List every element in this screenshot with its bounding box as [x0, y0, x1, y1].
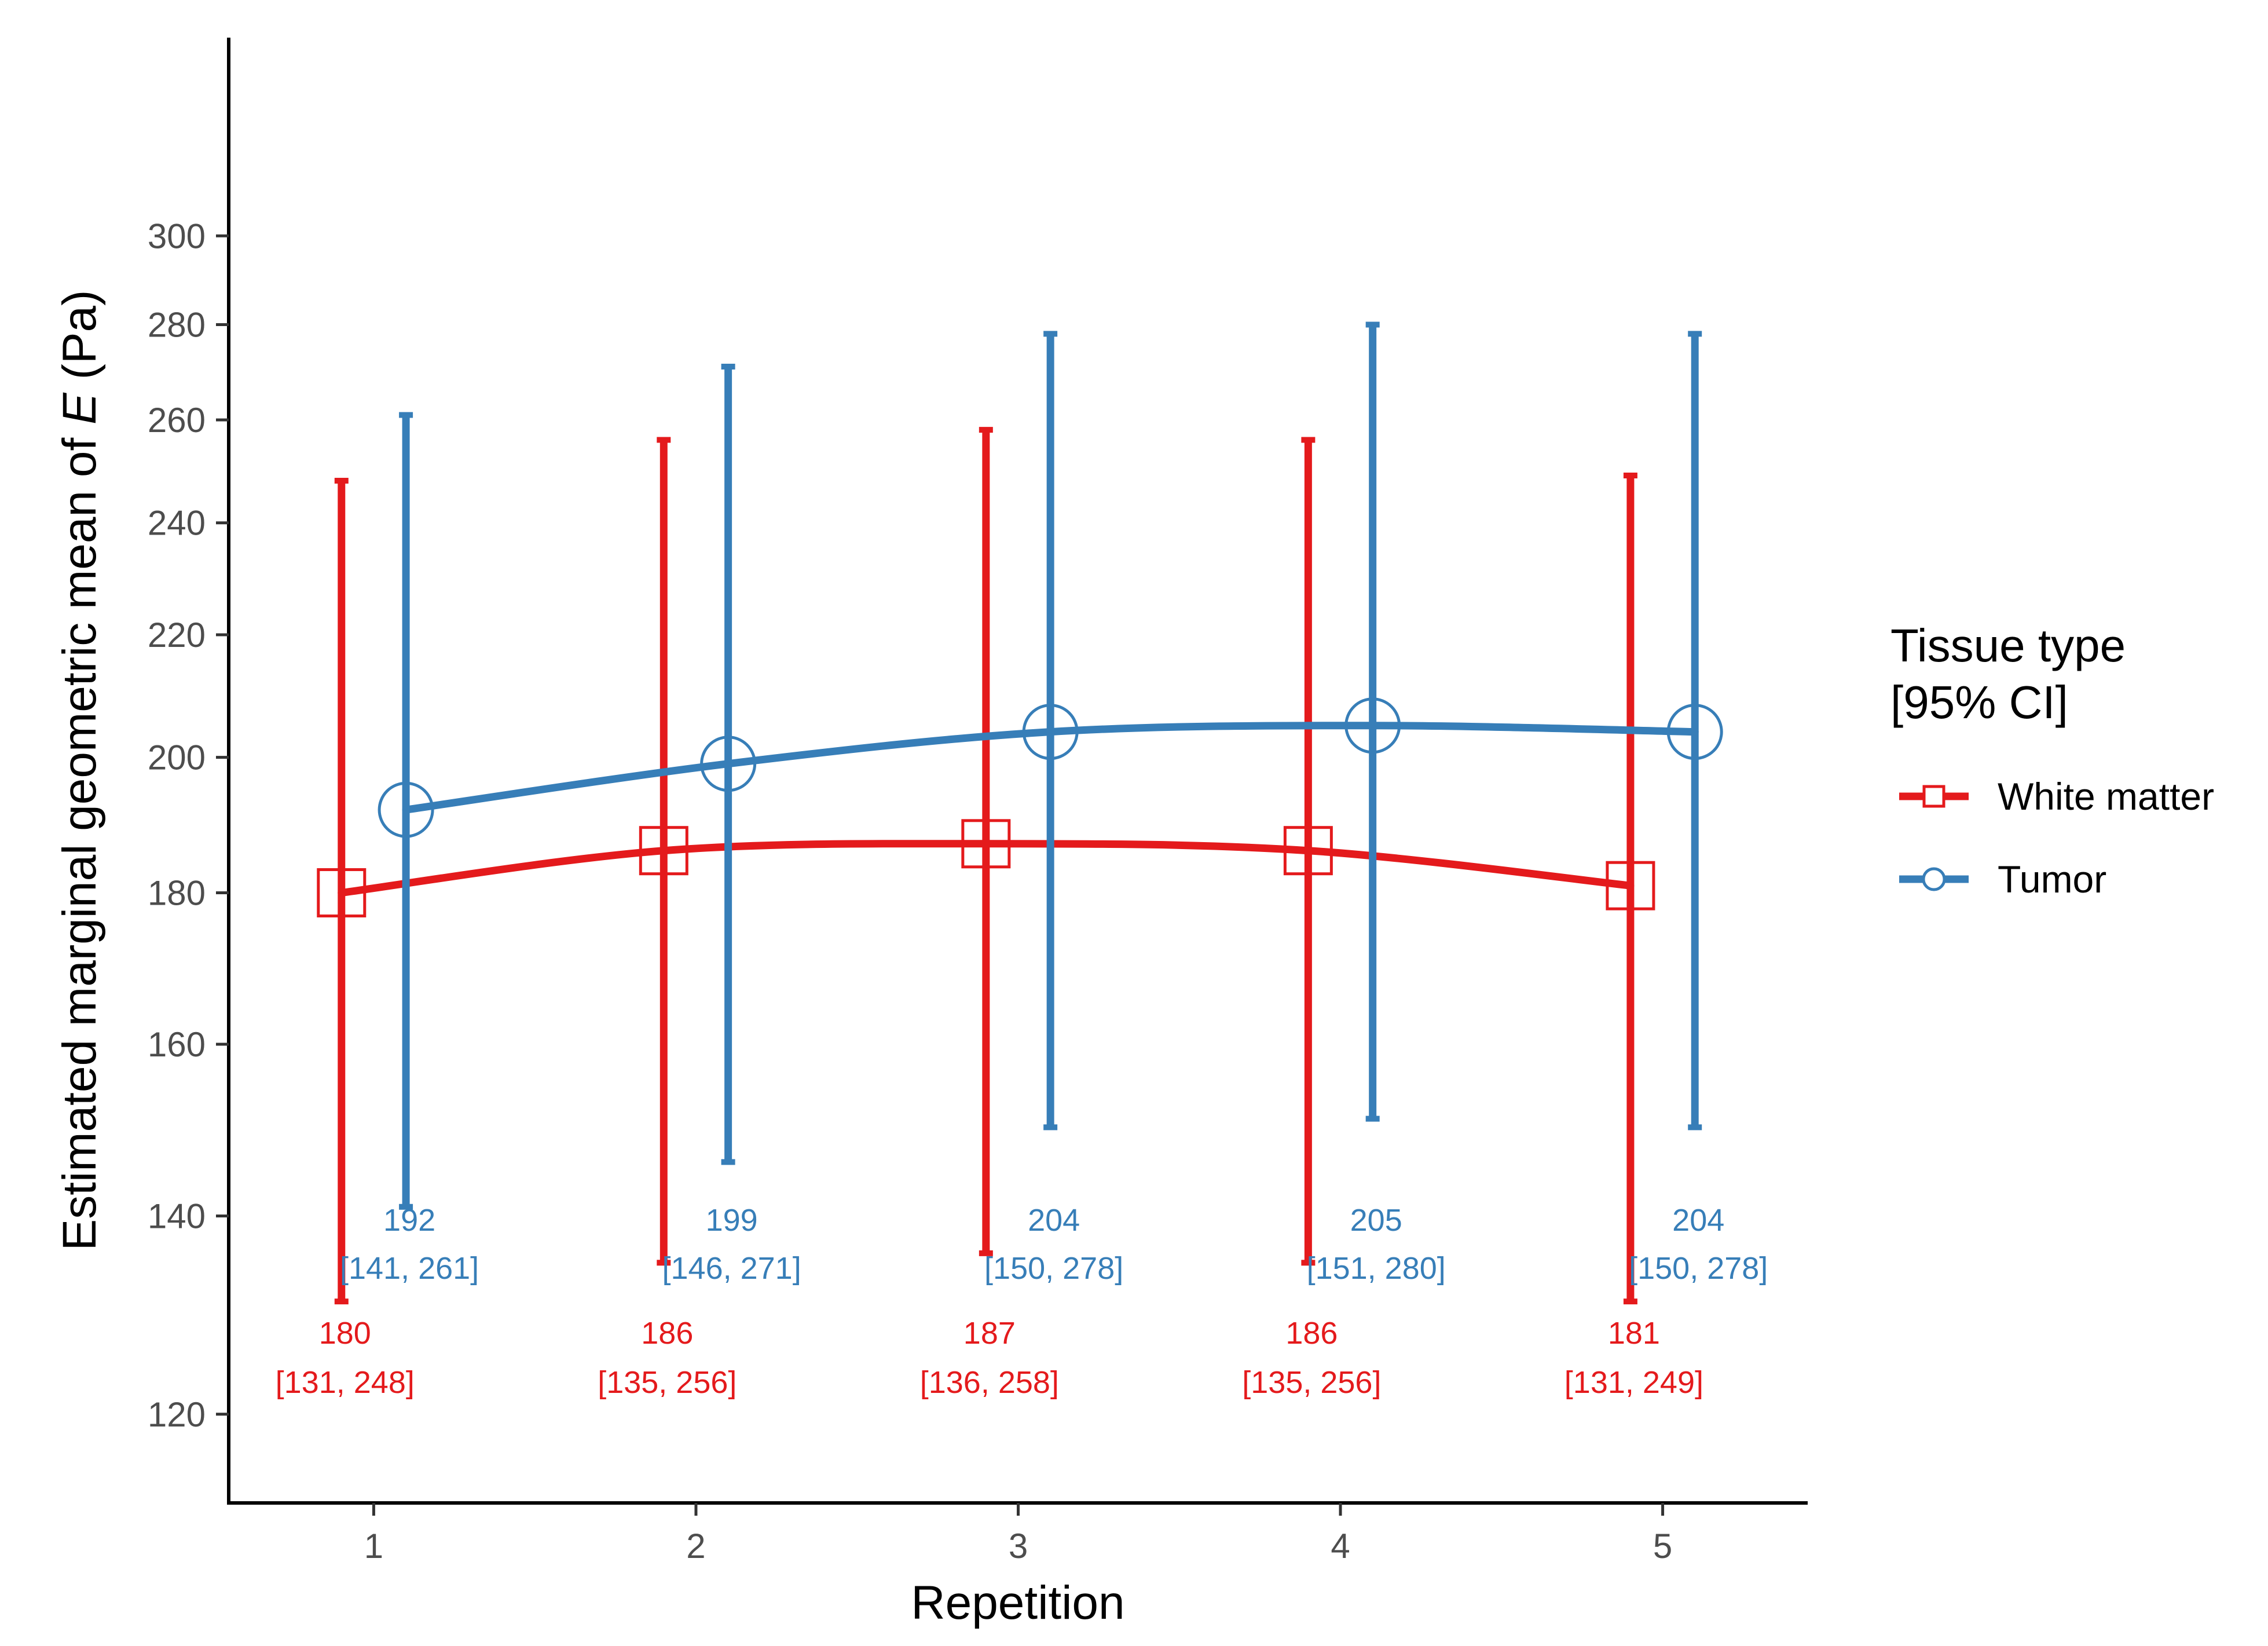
ci-label-tumor-2: [146, 271]: [662, 1251, 801, 1286]
y-tick-label-260: 260: [148, 401, 206, 440]
ci-label-tumor-3: [150, 278]: [984, 1251, 1123, 1286]
y-tick-label-200: 200: [148, 738, 206, 777]
x-tick-label-3: 3: [1009, 1527, 1028, 1565]
x-tick-label-2: 2: [686, 1527, 705, 1565]
y-tick-label-300: 300: [148, 217, 206, 255]
ci-label-white-matter-2: [135, 256]: [598, 1365, 737, 1400]
point-tumor-3: [1022, 704, 1079, 760]
series-white-matter: [334, 427, 1637, 1305]
ci-label-white-matter-1: [131, 248]: [276, 1365, 415, 1400]
point-tumor-5: [1666, 704, 1723, 760]
y-axis-title-variable: E: [53, 392, 106, 425]
legend-item-white-matter: White matter: [1899, 775, 2214, 818]
ci-label-white-matter-4: [135, 256]: [1242, 1365, 1381, 1400]
ci-label-tumor-5: [150, 278]: [1629, 1251, 1768, 1286]
data-label-tumor-4: 205: [1350, 1203, 1402, 1238]
legend-key-marker-tumor: [1922, 867, 1946, 891]
data-label-tumor-2: 199: [706, 1203, 758, 1238]
y-axis-title-prefix: Estimated marginal geometric mean of: [53, 425, 106, 1251]
legend-label-tumor: Tumor: [1998, 858, 2106, 901]
y-tick-label-220: 220: [148, 616, 206, 654]
data-label-white-matter-3: 187: [963, 1316, 1016, 1351]
legend-key-marker-white-matter: [1922, 785, 1945, 808]
data-label-tumor-5: 204: [1672, 1203, 1724, 1238]
ci-label-white-matter-5: [131, 249]: [1564, 1365, 1703, 1400]
ci-label-tumor-1: [141, 261]: [340, 1251, 479, 1286]
data-label-white-matter-5: 181: [1608, 1316, 1660, 1351]
point-white-matter-1: [317, 868, 367, 918]
point-white-matter-5: [1606, 861, 1655, 910]
point-white-matter-2: [639, 826, 688, 876]
y-tick-label-180: 180: [148, 874, 206, 913]
data-label-white-matter-4: 186: [1285, 1316, 1338, 1351]
y-tick-label-120: 120: [148, 1395, 206, 1434]
x-axis-title: Repetition: [911, 1576, 1124, 1629]
x-tick-label-5: 5: [1653, 1527, 1672, 1565]
point-white-matter-3: [961, 819, 1011, 869]
data-label-tumor-3: 204: [1028, 1203, 1080, 1238]
data-label-tumor-1: 192: [383, 1203, 435, 1238]
ci-label-white-matter-3: [136, 258]: [920, 1365, 1059, 1400]
ci-label-tumor-4: [151, 280]: [1307, 1251, 1446, 1286]
y-tick-label-240: 240: [148, 504, 206, 543]
x-tick-label-4: 4: [1331, 1527, 1350, 1565]
legend-item-tumor: Tumor: [1899, 858, 2106, 901]
y-axis-title: Estimated marginal geometric mean of E (…: [53, 290, 106, 1251]
markers-white-matter: [317, 819, 1655, 918]
data-label-white-matter-2: 186: [641, 1316, 693, 1351]
series-line-tumor: [402, 722, 1699, 814]
point-tumor-1: [378, 781, 434, 838]
y-tick-label-280: 280: [148, 305, 206, 344]
point-tumor-4: [1344, 697, 1401, 754]
y-tick-label-160: 160: [148, 1025, 206, 1064]
series-line-white-matter: [338, 840, 1635, 897]
legend-title-line1: Tissue type: [1890, 620, 2126, 671]
legend-title-line2: [95% CI]: [1890, 676, 2068, 728]
data-label-white-matter-1: 180: [319, 1316, 371, 1351]
point-white-matter-4: [1283, 826, 1333, 876]
legend: Tissue type [95% CI] White matter Tumor: [1890, 620, 2214, 901]
y-tick-label-140: 140: [148, 1197, 206, 1236]
markers-tumor: [378, 697, 1723, 838]
y-axis-title-suffix: (Pa): [53, 290, 106, 393]
point-tumor-2: [700, 736, 757, 792]
x-tick-label-1: 1: [364, 1527, 383, 1565]
series-tumor: [399, 321, 1702, 1210]
legend-label-white-matter: White matter: [1998, 775, 2214, 818]
